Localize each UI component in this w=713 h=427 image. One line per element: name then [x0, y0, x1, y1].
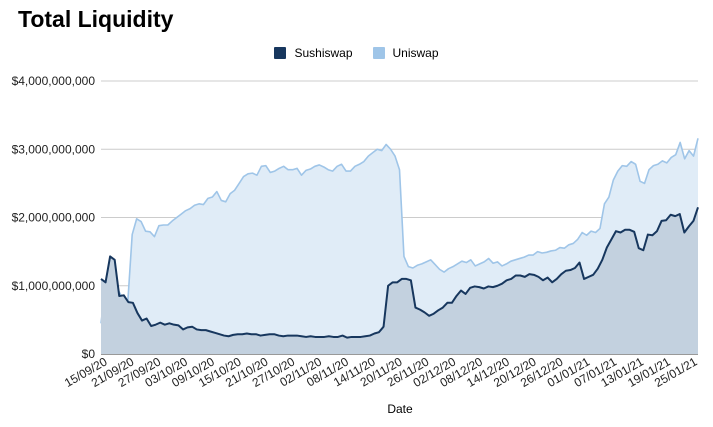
legend-swatch-uniswap	[372, 47, 385, 59]
legend-swatch-sushiswap	[274, 47, 287, 59]
legend-label-sushiswap: Sushiswap	[294, 46, 353, 60]
y-tick-label: $4,000,000,000	[12, 74, 96, 88]
legend-item-sushiswap[interactable]: Sushiswap	[274, 46, 353, 60]
y-tick-label: $1,000,000,000	[12, 279, 96, 293]
series-line-uniswap[interactable]	[100, 138, 699, 324]
y-tick-label: $3,000,000,000	[12, 142, 96, 156]
legend-item-uniswap[interactable]: Uniswap	[372, 46, 439, 60]
x-axis-label: Date	[387, 402, 413, 416]
legend-label-uniswap: Uniswap	[392, 46, 439, 60]
y-tick-label: $2,000,000,000	[12, 211, 96, 225]
chart-area: $0 $1,000,000,000 $2,000,000,000 $3,000,000…	[12, 74, 700, 390]
series-line-sushiswap[interactable]	[100, 206, 699, 339]
chart-title: Total Liquidity	[18, 6, 174, 32]
y-tick-label: $0	[82, 347, 96, 361]
series-area-sushiswap	[101, 207, 698, 354]
legend: Sushiswap Uniswap	[0, 46, 713, 60]
